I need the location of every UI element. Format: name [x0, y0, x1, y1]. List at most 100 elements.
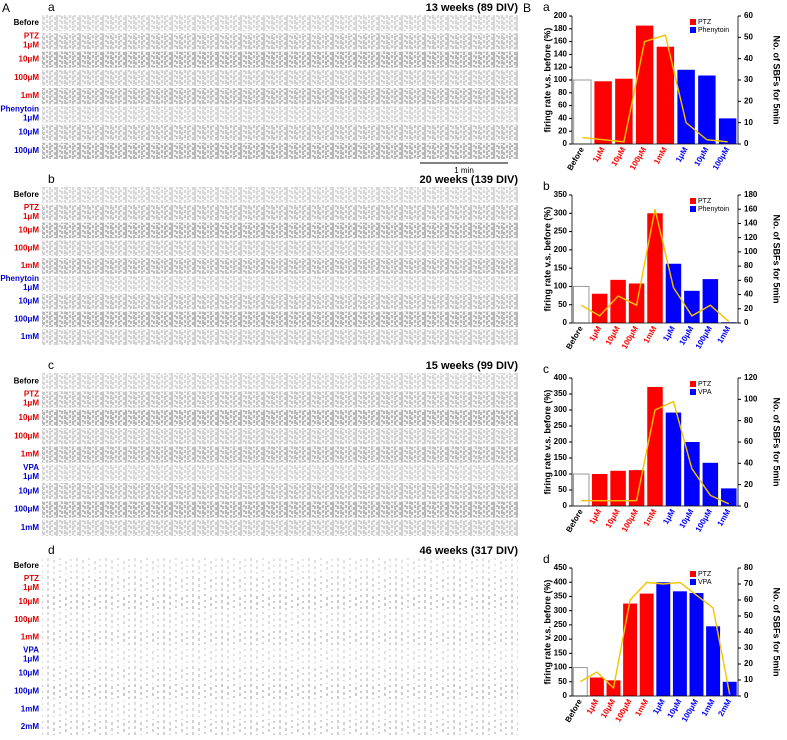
raster-row: [42, 647, 518, 664]
x-tick-label: 1μM: [674, 145, 690, 164]
bar: [591, 293, 608, 323]
row-group: VPA: [23, 646, 39, 655]
raster-row: [42, 106, 518, 123]
row-label: 1mM: [21, 523, 40, 532]
raster-row: [42, 683, 518, 700]
y2-tick-label: 40: [744, 627, 753, 636]
y-tick-label: 80: [558, 88, 567, 97]
row-label: 100μM: [14, 146, 39, 155]
y2-tick-label: 40: [744, 290, 753, 299]
x-tick-label: 1mM: [652, 145, 669, 166]
chart-letter: c: [543, 362, 549, 376]
x-tick-label: 1mM: [700, 697, 717, 718]
y-tick-label: 200: [554, 11, 568, 20]
bar: [647, 213, 663, 323]
row-label: Before: [14, 561, 40, 570]
y-tick-label: 50: [558, 300, 567, 309]
bar: [610, 279, 626, 323]
raster-row: [42, 719, 518, 735]
y2-tick-label: 80: [744, 416, 753, 425]
x-tick-label: 1mM: [633, 697, 650, 718]
panel-label: B: [523, 1, 531, 15]
y2-tick-label: 160: [744, 204, 758, 213]
raster-row: [42, 88, 518, 105]
y2-tick-label: 100: [744, 247, 758, 256]
y-tick-label: 350: [554, 190, 568, 199]
x-tick-label: 100μM: [680, 697, 700, 723]
row-label: 10μM: [19, 55, 40, 64]
row-label: Before: [14, 190, 40, 199]
raster-row: [42, 593, 518, 610]
bar: [718, 118, 737, 144]
x-tick-label: 1mM: [715, 507, 732, 528]
x-tick-label: Before: [563, 697, 584, 724]
bar: [573, 79, 592, 145]
raster-row: [42, 329, 518, 345]
raster-row: [42, 15, 518, 32]
bar: [684, 290, 700, 323]
raster-row: [42, 373, 518, 390]
y-tick-label: 20: [558, 126, 567, 135]
row-label: 1mM: [21, 261, 40, 270]
y-tick-label: 100: [554, 75, 568, 84]
y2-tick-label: 0: [744, 318, 749, 327]
bar: [639, 593, 654, 696]
y-tick-label: 350: [554, 592, 568, 601]
sbf-line: [582, 34, 728, 143]
row-group: PTZ: [24, 574, 39, 583]
legend-swatch: [690, 571, 696, 577]
raster-row: [42, 558, 518, 574]
y-tick-label: 40: [558, 114, 567, 123]
row-label: 2mM: [21, 722, 40, 731]
legend-label: Phenytoin: [698, 206, 729, 213]
raster-row: [42, 665, 518, 682]
y-tick-label: 250: [554, 620, 568, 629]
x-tick-label: 10μM: [609, 145, 627, 168]
row-label: 100μM: [14, 243, 39, 252]
row-label: 1μM: [23, 113, 39, 122]
y-tick-label: 200: [554, 245, 568, 254]
axes: [571, 195, 739, 324]
bar: [698, 75, 716, 144]
y-label: firing rate v.s. before (%): [542, 390, 552, 495]
y-tick-label: 150: [554, 263, 568, 272]
raster-row: [42, 222, 518, 239]
legend-swatch: [690, 389, 696, 395]
row-label: Before: [14, 18, 40, 27]
row-label: 100μM: [14, 431, 39, 440]
bar: [572, 667, 588, 697]
row-label: 1mM: [21, 332, 40, 341]
y-tick-label: 250: [554, 227, 568, 236]
raster-row: [42, 701, 518, 718]
legend-swatch: [690, 27, 696, 33]
y2-tick-label: 0: [744, 139, 749, 148]
y-label: firing rate v.s. before (%): [542, 207, 552, 312]
panel-label: A: [2, 1, 10, 15]
y-tick-label: 0: [563, 501, 568, 510]
raster-row: [42, 575, 518, 592]
row-label: 100μM: [14, 505, 39, 514]
raster-title: 46 weeks (317 DIV): [420, 545, 519, 557]
bar: [722, 681, 737, 696]
y-tick-label: 300: [554, 606, 568, 615]
row-label: 1μM: [23, 283, 39, 292]
raster-title: 20 weeks (139 DIV): [420, 174, 519, 186]
y2-tick-label: 20: [744, 480, 753, 489]
row-label: 10μM: [19, 486, 40, 495]
raster-row: [42, 275, 518, 292]
y-tick-label: 180: [554, 24, 568, 33]
raster-row: [42, 124, 518, 141]
bar: [647, 386, 663, 506]
row-label: 100μM: [14, 314, 39, 323]
raster-row: [42, 446, 518, 463]
row-label: 1μM: [23, 40, 39, 49]
y-tick-label: 140: [554, 50, 568, 59]
y2-tick-label: 40: [744, 458, 753, 467]
y-tick-label: 400: [554, 373, 568, 382]
raster-row: [42, 142, 518, 159]
row-group: Phenytoin: [0, 104, 39, 113]
x-tick-label: 1μM: [661, 324, 677, 343]
y2-tick-label: 180: [744, 190, 758, 199]
raster-row: [42, 293, 518, 310]
x-tick-label: Before: [564, 507, 585, 534]
